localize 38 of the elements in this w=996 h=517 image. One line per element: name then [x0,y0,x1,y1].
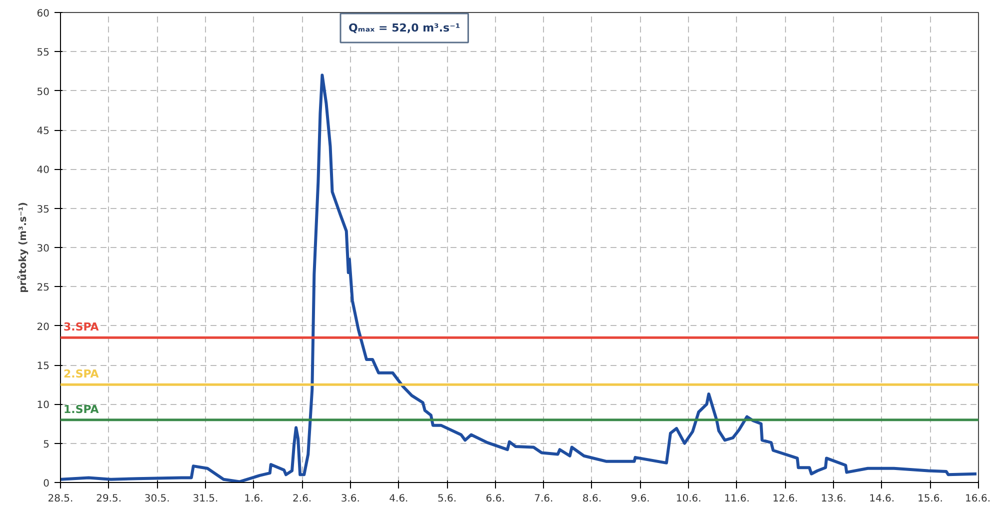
y-tick-label: 60 [36,8,50,20]
y-tick-label: 55 [36,48,50,59]
x-tick-label: 1.6. [244,494,264,504]
x-tick-label: 16.6. [965,494,991,504]
x-tick-label: 29.5. [96,494,122,504]
y-tick-label: 25 [36,282,50,294]
y-tick-label: 15 [36,361,50,372]
x-tick-label: 6.6. [486,494,505,504]
y-tick-label: 45 [36,126,50,137]
x-tick-label: 14.6. [869,494,895,504]
x-tick-label: 4.6. [389,494,408,504]
x-tick-label: 9.6. [630,494,650,504]
y-tick-label: 5 [43,439,50,450]
y-tick-label: 40 [36,165,50,176]
x-tick-label: 28.5. [48,494,74,504]
x-tick-label: 5.6. [437,494,457,504]
y-axis-title: průtoky (m³.s⁻¹) [16,202,29,293]
y-tick-label: 35 [36,204,50,216]
x-tick-label: 2.6. [292,494,312,504]
y-tick-label: 30 [36,244,50,254]
x-tick-label: 31.5. [192,494,218,504]
x-tick-label: 8.6. [582,494,602,504]
x-tick-label: 30.5. [144,494,170,504]
x-tick-label: 15.6. [917,494,943,504]
ref-line-label: 3.SPA [64,320,100,334]
ref-line-label: 1.SPA [64,402,100,416]
ref-line-label: 2.SPA [64,368,100,381]
y-tick-label: 0 [43,478,50,490]
annotation: Qₘₐₓ = 52,0 m³.s⁻¹ [348,22,460,34]
x-tick-label: 11.6. [724,494,750,504]
x-tick-label: 12.6. [772,494,798,504]
y-tick-label: 10 [36,400,50,412]
x-tick-label: 10.6. [676,494,702,504]
x-tick-label: 7.6. [534,494,554,504]
x-tick-label: 13.6. [820,494,846,504]
y-tick-label: 20 [36,322,50,333]
x-tick-label: 3.6. [340,494,360,504]
y-tick-label: 50 [36,86,50,98]
